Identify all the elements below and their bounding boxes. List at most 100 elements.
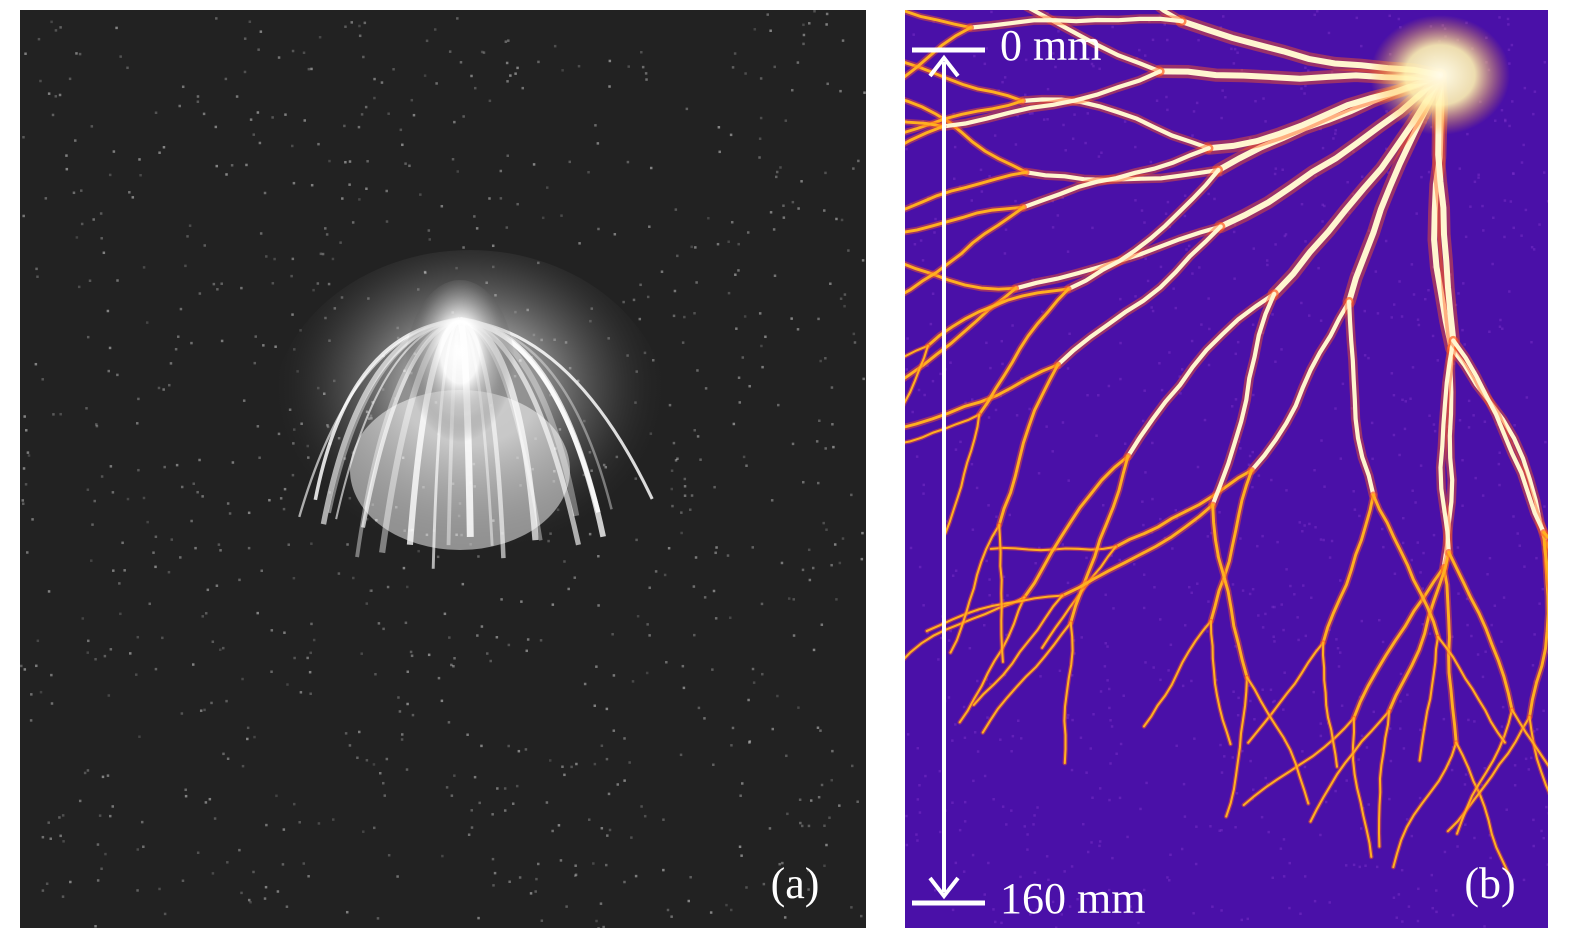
speck bbox=[68, 77, 72, 81]
speck bbox=[39, 79, 42, 83]
speck bbox=[597, 554, 600, 558]
speck bbox=[1411, 366, 1415, 369]
speck bbox=[1187, 585, 1191, 589]
speck bbox=[154, 565, 157, 569]
speck bbox=[78, 52, 82, 56]
speck bbox=[1166, 200, 1170, 204]
speck bbox=[106, 309, 110, 313]
speck bbox=[1505, 808, 1508, 811]
speck bbox=[1357, 758, 1360, 761]
speck bbox=[1272, 635, 1275, 639]
speck bbox=[570, 765, 573, 769]
speck bbox=[595, 919, 598, 923]
speck bbox=[1151, 309, 1155, 313]
speck bbox=[752, 681, 756, 684]
streamer bbox=[905, 596, 1026, 660]
speck bbox=[206, 588, 210, 592]
speck bbox=[791, 442, 795, 446]
speck bbox=[1062, 123, 1065, 127]
speck bbox=[382, 627, 385, 631]
speck bbox=[499, 197, 503, 200]
speck bbox=[22, 135, 25, 139]
streamer bbox=[1211, 503, 1249, 679]
speck bbox=[456, 17, 459, 20]
streamer bbox=[1544, 541, 1548, 549]
speck bbox=[246, 737, 249, 741]
speck bbox=[730, 220, 734, 224]
speck bbox=[1493, 604, 1497, 607]
speck bbox=[772, 228, 776, 231]
speck bbox=[1187, 244, 1191, 248]
speck bbox=[285, 905, 289, 908]
speck bbox=[488, 197, 491, 200]
speck bbox=[737, 242, 740, 246]
speck bbox=[1458, 167, 1462, 170]
speck bbox=[119, 55, 122, 58]
speck bbox=[410, 98, 414, 102]
speck bbox=[1547, 651, 1548, 654]
streamer bbox=[905, 98, 1028, 174]
speck bbox=[1146, 279, 1150, 283]
streamer bbox=[997, 363, 1060, 527]
speck bbox=[1319, 538, 1323, 541]
speck bbox=[1314, 174, 1317, 178]
speck bbox=[453, 774, 456, 777]
speck bbox=[373, 77, 376, 81]
speck bbox=[687, 899, 691, 903]
speck bbox=[406, 702, 409, 706]
speck bbox=[521, 86, 525, 90]
speck bbox=[1206, 630, 1209, 633]
speck bbox=[947, 639, 951, 642]
speck bbox=[838, 804, 841, 807]
speck bbox=[760, 344, 763, 348]
speck bbox=[152, 551, 155, 554]
speck bbox=[953, 145, 957, 149]
streamer bbox=[1142, 620, 1212, 728]
speck bbox=[800, 824, 804, 828]
speck bbox=[1351, 192, 1355, 196]
speck bbox=[630, 836, 633, 839]
speck bbox=[779, 166, 782, 169]
speck bbox=[649, 166, 653, 170]
speck bbox=[1300, 301, 1303, 305]
speck bbox=[1042, 118, 1046, 121]
speck bbox=[954, 569, 958, 572]
speck bbox=[504, 40, 508, 43]
speck bbox=[1388, 797, 1391, 801]
speck bbox=[1431, 334, 1435, 338]
speck bbox=[818, 419, 821, 423]
speck bbox=[406, 585, 409, 589]
speck bbox=[123, 569, 126, 572]
speck bbox=[1488, 834, 1492, 837]
speck bbox=[1273, 640, 1276, 643]
speck bbox=[1461, 504, 1464, 507]
speck bbox=[86, 651, 90, 654]
speck bbox=[184, 788, 187, 792]
speck bbox=[466, 733, 469, 736]
speck bbox=[399, 128, 403, 132]
speck bbox=[1134, 199, 1137, 202]
speck bbox=[1003, 673, 1007, 677]
speck bbox=[1178, 375, 1181, 378]
speck bbox=[1461, 328, 1464, 332]
streamer bbox=[1321, 641, 1339, 768]
speck bbox=[1218, 829, 1221, 833]
speck bbox=[91, 523, 94, 526]
speck bbox=[771, 727, 775, 731]
speck bbox=[976, 750, 980, 753]
speck bbox=[1422, 551, 1425, 555]
speck bbox=[1405, 818, 1409, 821]
speck bbox=[1167, 669, 1170, 672]
speck bbox=[192, 482, 195, 485]
speck bbox=[1363, 309, 1367, 313]
speck bbox=[1248, 592, 1252, 596]
speck bbox=[639, 283, 642, 287]
speck bbox=[747, 698, 750, 702]
speck bbox=[1363, 354, 1367, 357]
speck bbox=[1155, 99, 1159, 103]
speck bbox=[1047, 878, 1050, 882]
speck bbox=[253, 361, 257, 365]
speck bbox=[1498, 483, 1501, 487]
speck bbox=[401, 143, 404, 147]
speck bbox=[1039, 675, 1042, 678]
